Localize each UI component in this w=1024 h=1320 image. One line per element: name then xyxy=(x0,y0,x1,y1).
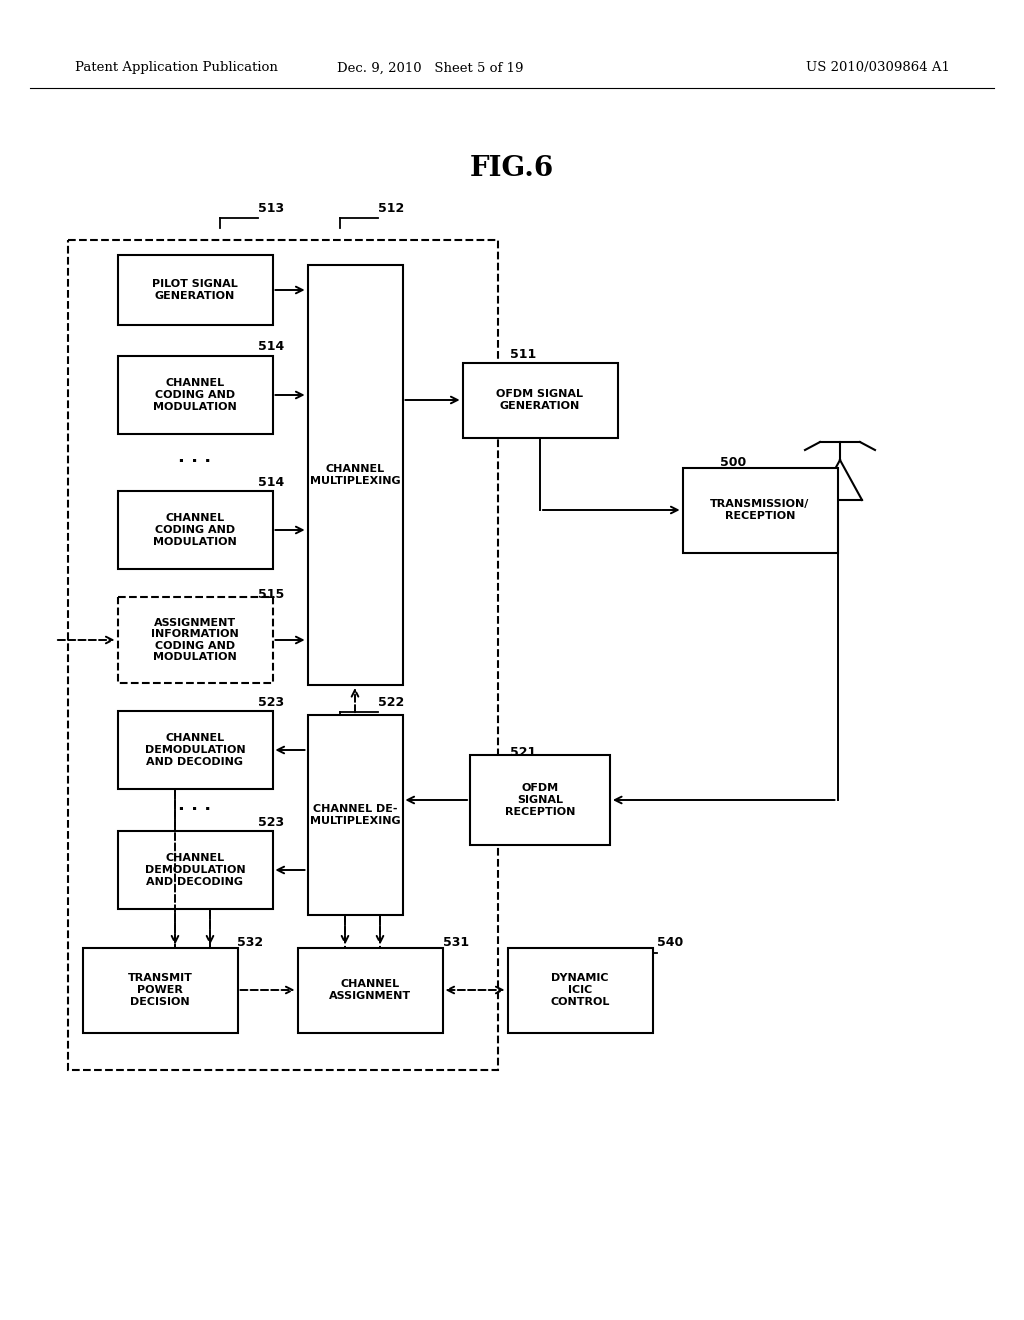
Bar xyxy=(508,948,652,1032)
Text: 513: 513 xyxy=(258,202,284,214)
Bar xyxy=(118,597,272,682)
Text: CHANNEL
CODING AND
MODULATION: CHANNEL CODING AND MODULATION xyxy=(154,379,237,412)
Text: Dec. 9, 2010   Sheet 5 of 19: Dec. 9, 2010 Sheet 5 of 19 xyxy=(337,62,523,74)
Text: 522: 522 xyxy=(378,696,404,709)
Bar xyxy=(307,715,402,915)
Bar xyxy=(83,948,238,1032)
Text: CHANNEL
MULTIPLEXING: CHANNEL MULTIPLEXING xyxy=(309,465,400,486)
Text: US 2010/0309864 A1: US 2010/0309864 A1 xyxy=(806,62,950,74)
Text: PILOT SIGNAL
GENERATION: PILOT SIGNAL GENERATION xyxy=(153,280,238,301)
Bar xyxy=(683,467,838,553)
Text: · · ·: · · · xyxy=(178,453,212,471)
Text: 515: 515 xyxy=(258,587,285,601)
Text: 512: 512 xyxy=(378,202,404,214)
Text: 532: 532 xyxy=(237,936,263,949)
Text: 531: 531 xyxy=(443,936,469,949)
Text: 523: 523 xyxy=(258,696,284,709)
Text: 500: 500 xyxy=(720,457,746,470)
Bar xyxy=(307,265,402,685)
Text: TRANSMISSION/
RECEPTION: TRANSMISSION/ RECEPTION xyxy=(711,499,810,521)
Bar xyxy=(118,356,272,434)
Bar xyxy=(470,755,610,845)
Text: CHANNEL
CODING AND
MODULATION: CHANNEL CODING AND MODULATION xyxy=(154,513,237,546)
Bar xyxy=(118,255,272,325)
Text: CHANNEL
DEMODULATION
AND DECODING: CHANNEL DEMODULATION AND DECODING xyxy=(144,854,246,887)
Text: Patent Application Publication: Patent Application Publication xyxy=(75,62,278,74)
Text: CHANNEL
DEMODULATION
AND DECODING: CHANNEL DEMODULATION AND DECODING xyxy=(144,734,246,767)
Text: CHANNEL
ASSIGNMENT: CHANNEL ASSIGNMENT xyxy=(329,979,411,1001)
Text: 523: 523 xyxy=(258,817,284,829)
Text: OFDM
SIGNAL
RECEPTION: OFDM SIGNAL RECEPTION xyxy=(505,783,575,817)
Bar xyxy=(118,832,272,909)
Bar xyxy=(68,240,498,1071)
Text: 511: 511 xyxy=(510,348,537,362)
Bar xyxy=(118,491,272,569)
Text: DYNAMIC
ICIC
CONTROL: DYNAMIC ICIC CONTROL xyxy=(550,973,609,1007)
Text: 514: 514 xyxy=(258,475,285,488)
Bar xyxy=(463,363,617,437)
Text: 514: 514 xyxy=(258,341,285,354)
Text: OFDM SIGNAL
GENERATION: OFDM SIGNAL GENERATION xyxy=(497,389,584,411)
Text: · · ·: · · · xyxy=(178,801,212,818)
Text: 521: 521 xyxy=(510,747,537,759)
Text: TRANSMIT
POWER
DECISION: TRANSMIT POWER DECISION xyxy=(128,973,193,1007)
Text: FIG.6: FIG.6 xyxy=(470,154,554,181)
Text: ASSIGNMENT
INFORMATION
CODING AND
MODULATION: ASSIGNMENT INFORMATION CODING AND MODULA… xyxy=(152,618,239,663)
Text: CHANNEL DE-
MULTIPLEXING: CHANNEL DE- MULTIPLEXING xyxy=(309,804,400,826)
Text: 540: 540 xyxy=(657,936,683,949)
Bar xyxy=(118,711,272,789)
Bar xyxy=(298,948,442,1032)
